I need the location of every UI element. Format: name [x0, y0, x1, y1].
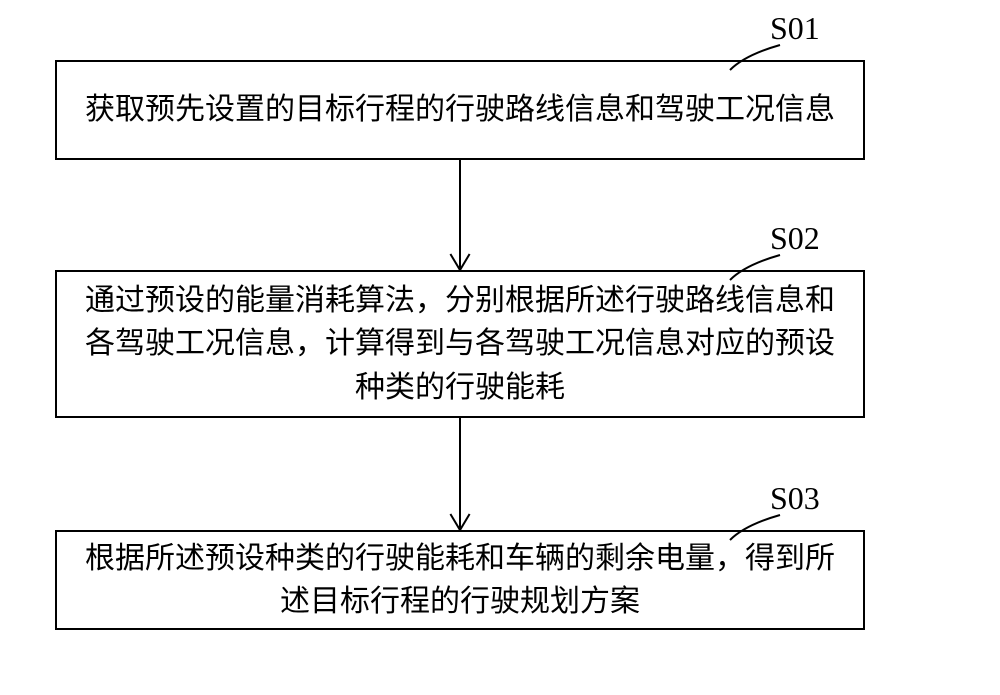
flow-node-s01: 获取预先设置的目标行程的行驶路线信息和驾驶工况信息	[55, 60, 865, 160]
flow-arrow-2	[440, 416, 480, 532]
step-label-s02: S02	[770, 220, 820, 257]
flow-node-text: 根据所述预设种类的行驶能耗和车辆的剩余电量，得到所述目标行程的行驶规划方案	[71, 537, 849, 624]
step-label-s01: S01	[770, 10, 820, 47]
flow-node-s02: 通过预设的能量消耗算法，分别根据所述行驶路线信息和各驾驶工况信息，计算得到与各驾…	[55, 270, 865, 418]
flow-node-text: 通过预设的能量消耗算法，分别根据所述行驶路线信息和各驾驶工况信息，计算得到与各驾…	[71, 279, 849, 410]
step-label-s03: S03	[770, 480, 820, 517]
flowchart-canvas: 获取预先设置的目标行程的行驶路线信息和驾驶工况信息 S01 通过预设的能量消耗算…	[0, 0, 1000, 695]
flow-arrow-1	[440, 158, 480, 272]
flow-node-text: 获取预先设置的目标行程的行驶路线信息和驾驶工况信息	[85, 88, 835, 132]
flow-node-s03: 根据所述预设种类的行驶能耗和车辆的剩余电量，得到所述目标行程的行驶规划方案	[55, 530, 865, 630]
